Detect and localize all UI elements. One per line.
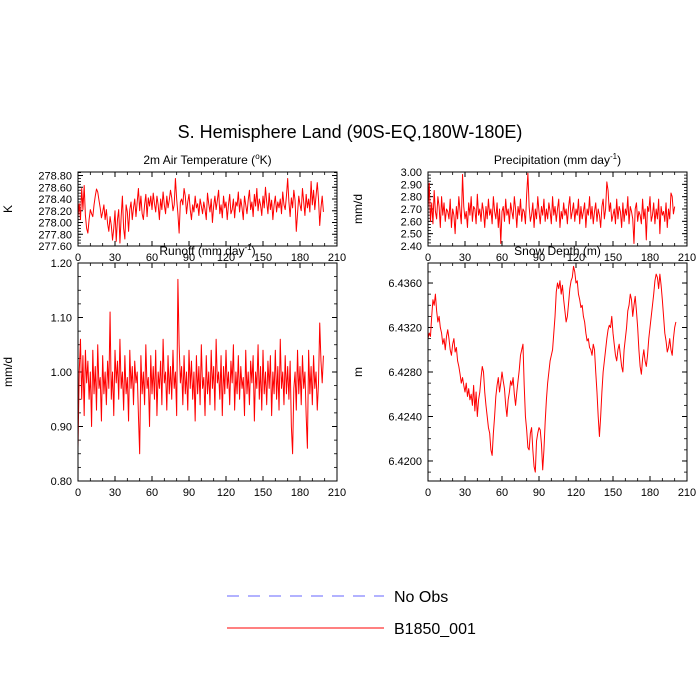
x-tick-label: 0 [75, 487, 81, 499]
x-tick-label: 210 [328, 487, 346, 499]
x-tick-label: 180 [641, 252, 659, 264]
x-tick-label: 60 [496, 487, 508, 499]
x-tick-label: 60 [146, 252, 158, 264]
x-tick-label: 180 [291, 487, 309, 499]
panel-2: Precipitation (mm day-1) mm/d 0 30 60 90 120 15… [351, 152, 696, 264]
plot-frame [427, 171, 688, 247]
x-tick-label: 90 [183, 487, 195, 499]
x-tick-label: 0 [425, 252, 431, 264]
y-tick-label: 0.80 [51, 476, 72, 488]
y-tick-label: 2.90 [401, 179, 422, 191]
y-tick-label: 2.50 [401, 229, 422, 241]
x-tick-label: 90 [183, 252, 195, 264]
y-tick-label: 0.90 [51, 422, 72, 434]
x-tick-label: 30 [459, 252, 471, 264]
x-tick-label: 120 [567, 252, 585, 264]
y-axis-label: mm/d [1, 357, 15, 387]
x-tick-label: 30 [109, 487, 121, 499]
x-tick-label: 210 [678, 487, 696, 499]
y-tick-label: 1.10 [51, 313, 72, 325]
panel-title: 2m Air Temperature (oK) [143, 152, 271, 167]
y-tick-label: 278.80 [38, 171, 72, 183]
x-tick-label: 90 [533, 487, 545, 499]
y-tick-label: 6.4360 [388, 278, 422, 290]
x-tick-label: 180 [291, 252, 309, 264]
x-tick-label: 30 [459, 487, 471, 499]
panel-title: Runoff (mm day-1) [159, 243, 255, 258]
x-tick-label: 210 [328, 252, 346, 264]
y-tick-label: 278.60 [38, 182, 72, 194]
x-tick-label: 180 [641, 487, 659, 499]
y-tick-label: 3.00 [401, 167, 422, 179]
y-tick-label: 2.40 [401, 241, 422, 253]
y-tick-label: 277.60 [38, 241, 72, 253]
panels: 2m Air Temperature (oK) K 0 30 60 90 120 150 180… [1, 152, 696, 499]
x-tick-label: 30 [109, 252, 121, 264]
y-axis-label: m [351, 367, 365, 377]
panel-title: Snow Depth (m) [514, 244, 601, 258]
x-tick-label: 210 [678, 252, 696, 264]
y-tick-label: 6.4280 [388, 367, 422, 379]
panel-title: Precipitation (mm day-1) [494, 152, 621, 167]
legend-label-2: B1850_001 [394, 621, 476, 638]
series-line-model [77, 177, 324, 244]
plot-frame [77, 171, 338, 247]
x-tick-label: 150 [254, 252, 272, 264]
panel-3: Runoff (mm day-1) mm/d 0 30 60 90 120 150 180 210… [1, 243, 346, 499]
figure-title: S. Hemisphere Land (90S-EQ,180W-180E) [178, 122, 523, 142]
y-tick-label: 2.80 [401, 192, 422, 204]
y-axis-label: K [1, 205, 15, 213]
x-tick-label: 150 [604, 487, 622, 499]
series-line-model [427, 265, 677, 473]
plot-frame [77, 262, 338, 482]
y-tick-label: 2.70 [401, 204, 422, 216]
y-tick-label: 6.4320 [388, 323, 422, 335]
y-axis-label: mm/d [351, 194, 365, 224]
y-tick-label: 278.00 [38, 218, 72, 230]
legend: No Obs B1850_001 [227, 589, 476, 638]
x-tick-label: 150 [604, 252, 622, 264]
plot-frame [427, 262, 688, 482]
x-tick-label: 0 [425, 487, 431, 499]
x-tick-label: 60 [146, 487, 158, 499]
x-tick-label: 120 [217, 252, 235, 264]
y-tick-label: 2.60 [401, 216, 422, 228]
y-tick-label: 278.40 [38, 194, 72, 206]
y-tick-label: 1.20 [51, 258, 72, 270]
y-tick-label: 6.4200 [388, 456, 422, 468]
panel-4: Snow Depth (m) m 0 30 60 90 120 150 180 210 6.4200… [351, 244, 696, 499]
x-tick-label: 90 [533, 252, 545, 264]
x-tick-label: 120 [217, 487, 235, 499]
x-tick-label: 150 [254, 487, 272, 499]
x-tick-label: 120 [567, 487, 585, 499]
y-tick-label: 6.4240 [388, 411, 422, 423]
y-tick-label: 278.20 [38, 206, 72, 218]
y-tick-label: 277.80 [38, 229, 72, 241]
x-tick-label: 0 [75, 252, 81, 264]
legend-label-1: No Obs [394, 589, 448, 606]
y-tick-label: 1.00 [51, 367, 72, 379]
panel-1: 2m Air Temperature (oK) K 0 30 60 90 120 150 180… [1, 152, 346, 264]
x-tick-label: 60 [496, 252, 508, 264]
series-line-model [77, 278, 324, 455]
series-line-model [427, 172, 676, 245]
